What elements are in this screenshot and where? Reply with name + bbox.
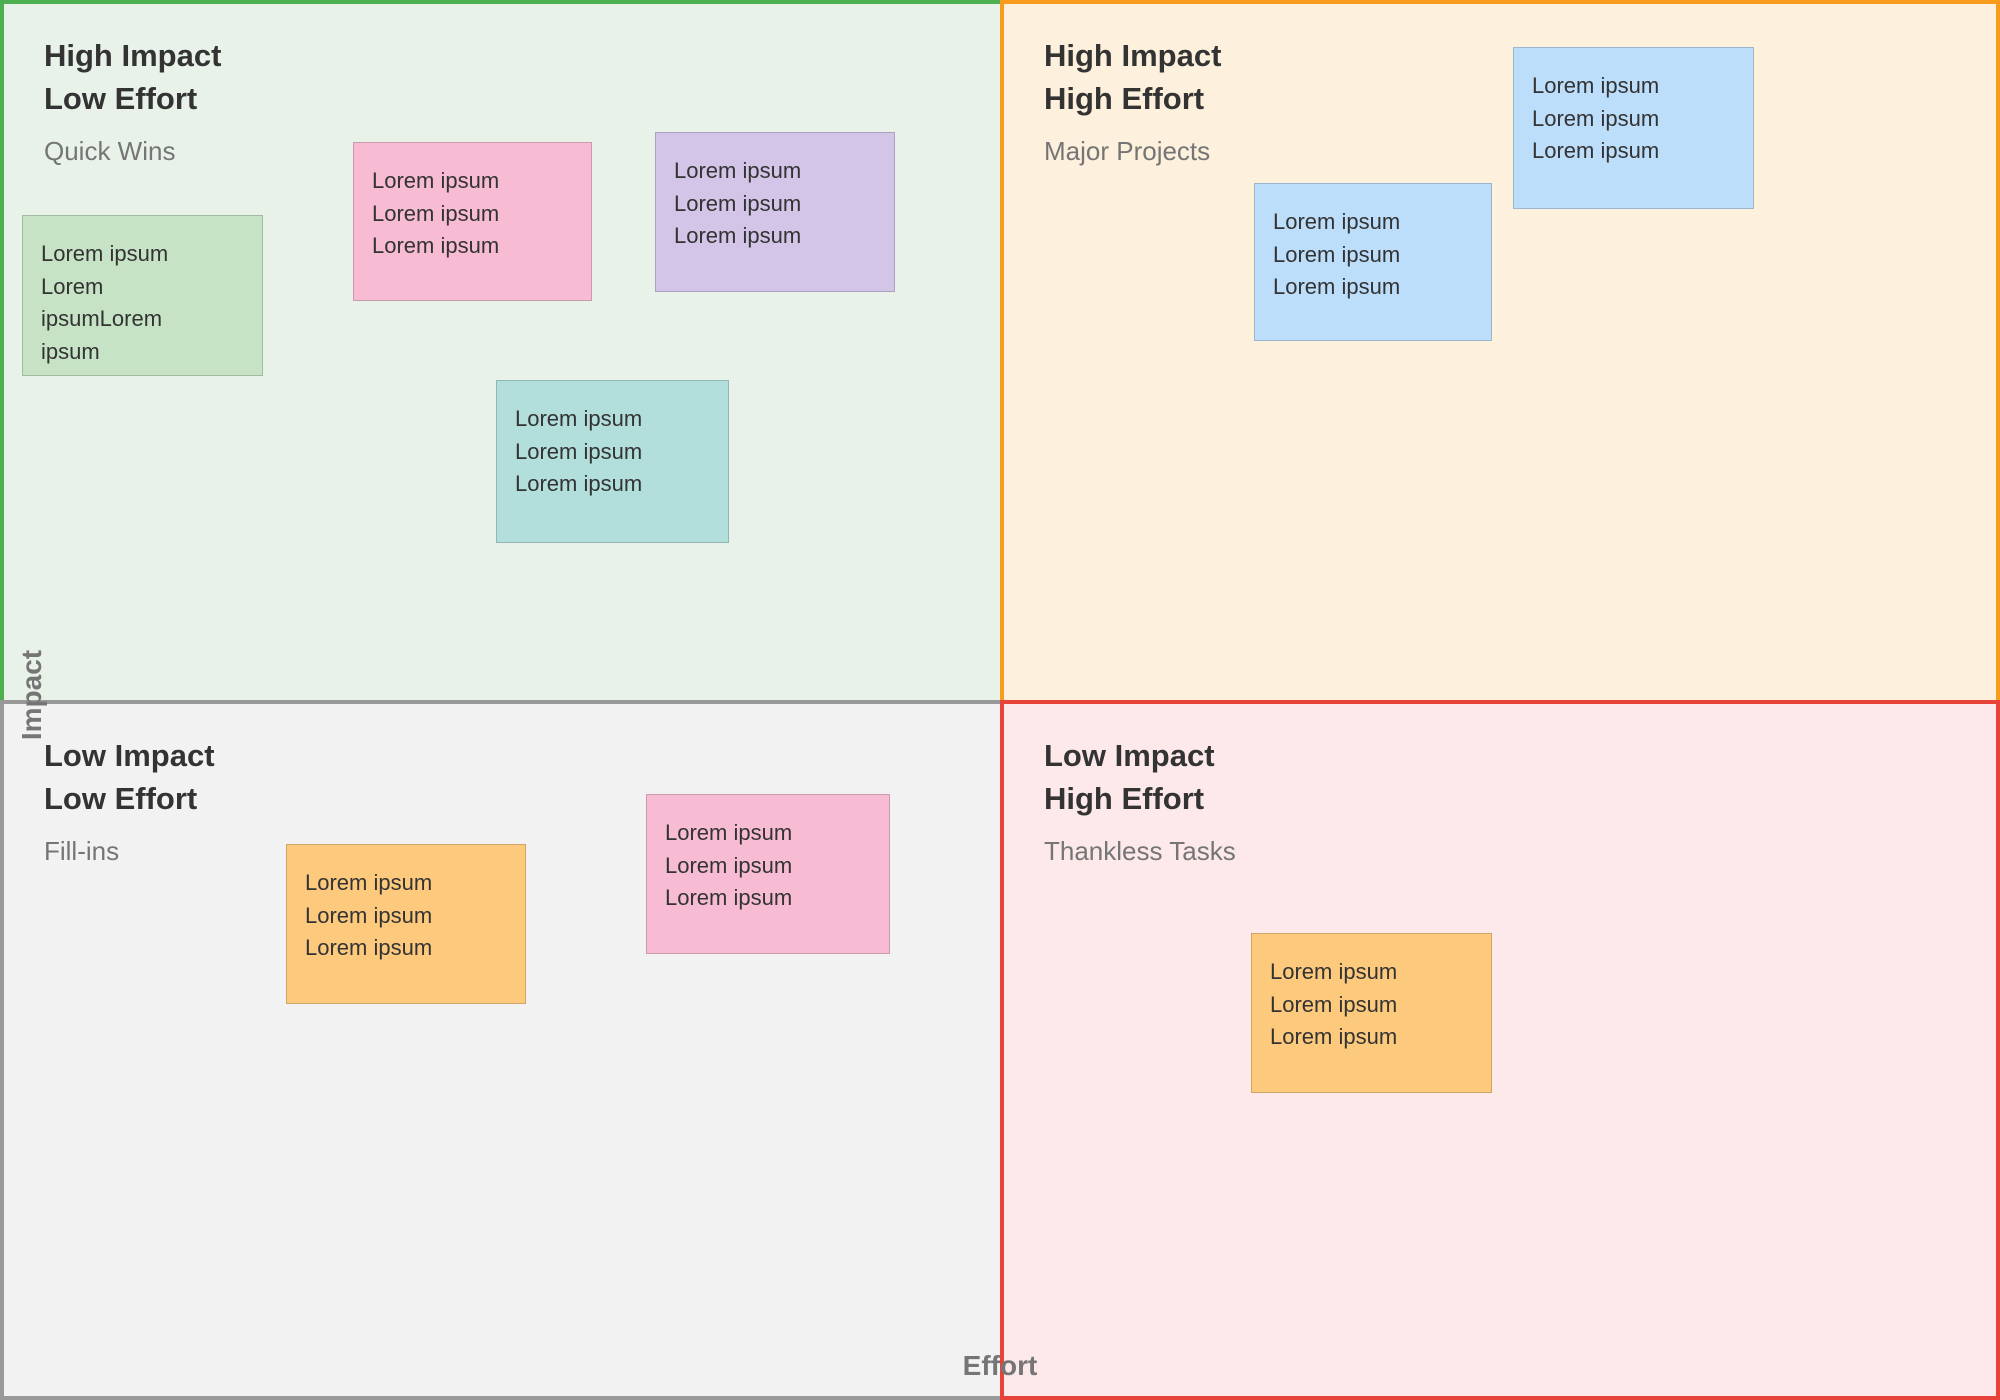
sticky-note[interactable]: Lorem ipsum Lorem ipsum Lorem ipsum: [286, 844, 526, 1004]
note-line: Lorem ipsum: [305, 870, 433, 895]
sticky-note[interactable]: Lorem ipsum Lorem ipsum Lorem ipsum: [646, 794, 890, 954]
note-line: Lorem ipsum: [665, 852, 793, 878]
quadrant-subtitle: Major Projects: [1044, 136, 1211, 166]
note-line: Lorem ipsum: [372, 168, 500, 193]
note-line: Lorem ipsum: [674, 223, 802, 248]
note-line: Lorem ipsum: [1273, 274, 1401, 299]
note-line: Lorem ipsum: [372, 200, 500, 226]
quadrant-title-line2: Low Effort: [44, 81, 198, 116]
note-line: Lorem ipsum: [515, 406, 643, 431]
quadrant-title-line1: High Impact: [44, 38, 222, 73]
quadrant-title: High Impact Low Effort: [44, 34, 960, 120]
sticky-note[interactable]: Lorem ipsum Lorem ipsum Lorem ipsum: [1251, 933, 1492, 1093]
sticky-note[interactable]: Lorem ipsum Lorem ipsum Lorem ipsum: [353, 142, 592, 301]
note-line: Lorem ipsum: [1270, 959, 1398, 984]
note-line: Lorem ipsum: [1532, 105, 1660, 131]
note-line: Lorem ipsum: [665, 820, 793, 845]
quadrant-title: Low Impact High Effort: [1044, 734, 1956, 820]
quadrant-title-line1: Low Impact: [44, 738, 215, 773]
quadrant-title: Low Impact Low Effort: [44, 734, 960, 820]
quadrant-high-impact-high-effort: High Impact High Effort Major Projects: [1000, 0, 2000, 700]
quadrant-title-line2: High Effort: [1044, 781, 1205, 816]
quadrant-subtitle: Quick Wins: [44, 136, 176, 166]
sticky-note[interactable]: Lorem ipsum Lorem ipsum Lorem ipsum: [1254, 183, 1492, 341]
note-line: Lorem ipsum: [665, 885, 793, 910]
note-line: Lorem: [41, 273, 104, 299]
sticky-note[interactable]: Lorem ipsum Lorem ipsum Lorem ipsum: [496, 380, 729, 543]
note-line: Lorem ipsum: [515, 438, 643, 464]
note-line: Lorem ipsum: [674, 190, 802, 216]
note-line: Lorem ipsum: [515, 471, 643, 496]
quadrant-title-line2: Low Effort: [44, 781, 198, 816]
note-line: Lorem ipsum: [41, 241, 169, 266]
quadrant-title-line1: High Impact: [1044, 38, 1222, 73]
note-line: Lorem ipsum: [372, 233, 500, 258]
quadrant-title-line1: Low Impact: [1044, 738, 1215, 773]
impact-axis-label: Impact: [16, 649, 47, 741]
note-line: ipsum: [41, 338, 100, 364]
note-line: Lorem ipsum: [1273, 209, 1401, 234]
sticky-note[interactable]: Lorem ipsum Lorem ipsum Lorem ipsum: [1513, 47, 1754, 209]
note-line: Lorem ipsum: [305, 902, 433, 928]
note-line: Lorem ipsum: [305, 935, 433, 960]
note-line: ipsumLorem: [41, 306, 163, 331]
note-line: Lorem ipsum: [674, 158, 802, 183]
note-line: Lorem ipsum: [1270, 1024, 1398, 1049]
quadrant-title-line2: High Effort: [1044, 81, 1205, 116]
note-line: Lorem ipsum: [1270, 991, 1398, 1017]
quadrant-subtitle: Fill-ins: [44, 836, 120, 866]
quadrant-low-impact-high-effort: Low Impact High Effort Thankless Tasks: [1000, 700, 2000, 1400]
note-line: Lorem ipsum: [1273, 241, 1401, 267]
effort-axis-label: Effort: [962, 1350, 1038, 1381]
note-line: Lorem ipsum: [1532, 138, 1660, 163]
quadrant-title: High Impact High Effort: [1044, 34, 1956, 120]
sticky-note[interactable]: Lorem ipsum Lorem ipsum Lorem ipsum: [655, 132, 895, 292]
note-line: Lorem ipsum: [1532, 73, 1660, 98]
sticky-note[interactable]: Lorem ipsum Lorem ipsumLorem ipsum: [22, 215, 263, 376]
quadrant-subtitle: Thankless Tasks: [1044, 836, 1236, 866]
